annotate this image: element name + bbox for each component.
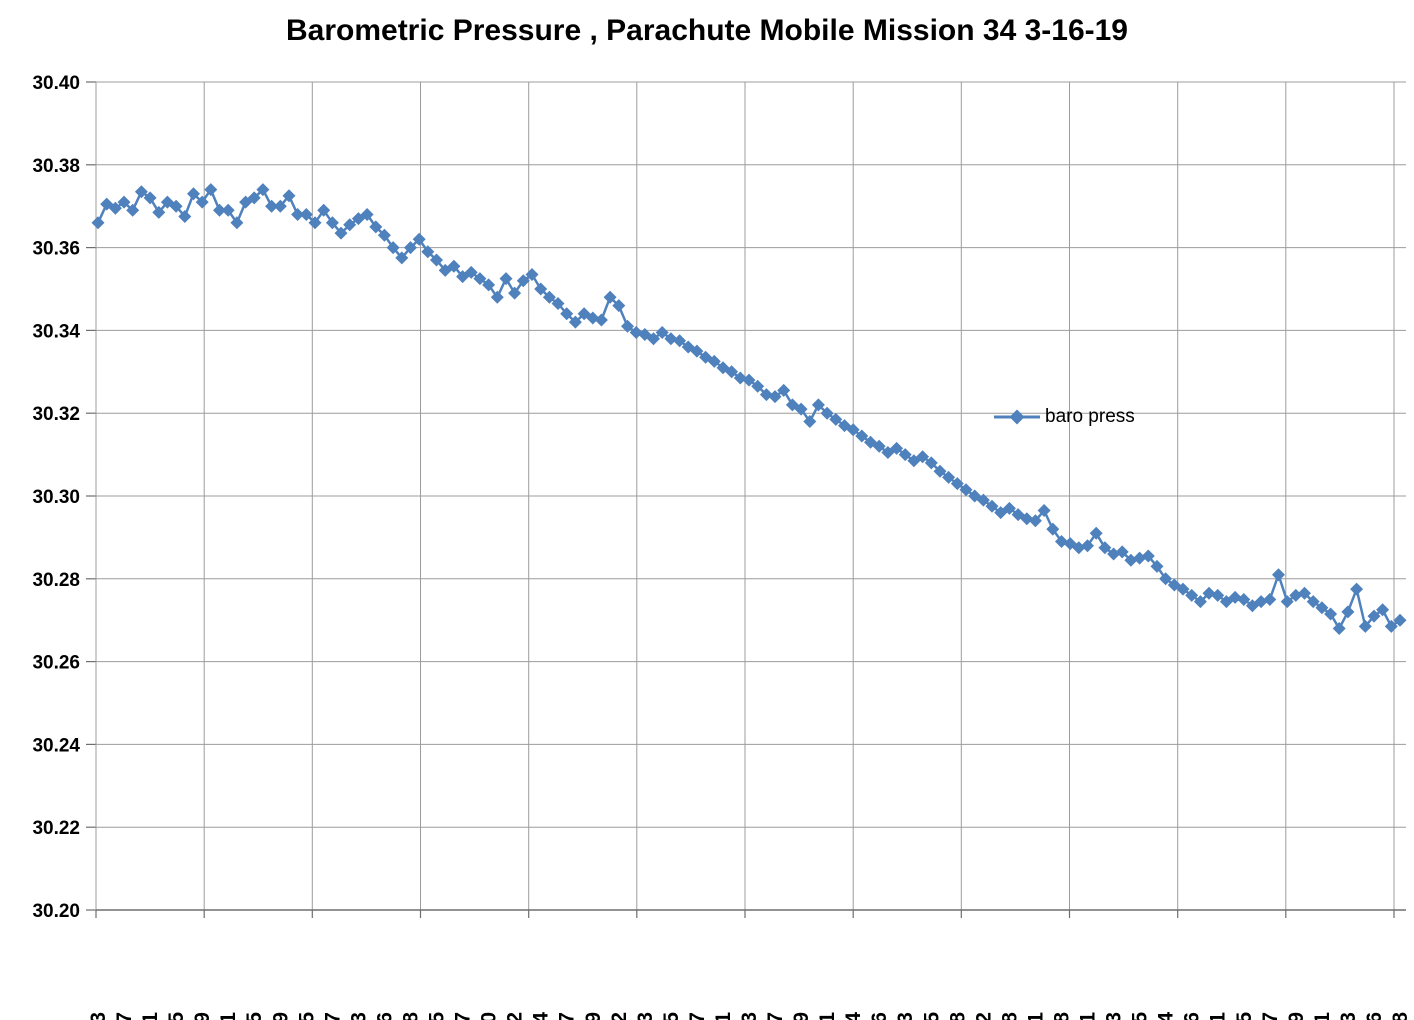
- x-tick-label: 12:06:40: [478, 1012, 501, 1020]
- x-tick-label: 10:26:13: [87, 1012, 110, 1020]
- x-tick-label: 15:10:54: [1155, 1012, 1178, 1020]
- x-tick-label: 14:17:08: [998, 1012, 1021, 1020]
- x-tick-label: 11:14:49: [269, 1012, 292, 1020]
- y-tick-label: 30.20: [32, 901, 80, 922]
- x-tick-label: 12:25:47: [556, 1012, 579, 1020]
- x-tick-label: 12:52:15: [660, 1012, 683, 1020]
- x-tick-label: 12:12:52: [504, 1012, 527, 1020]
- y-tick-label: 30.36: [32, 239, 80, 260]
- x-tick-label: 14:37:18: [1051, 1012, 1074, 1020]
- x-tick-label: 12:58:27: [686, 1012, 709, 1020]
- series-line: [96, 187, 1401, 632]
- x-tick-label: 12:46:03: [634, 1012, 657, 1020]
- x-tick-label: 15:31:35: [1233, 1012, 1256, 1020]
- legend-key-icon: [994, 409, 1040, 425]
- y-tick-label: 30.38: [32, 156, 80, 177]
- y-tick-label: 30.30: [32, 487, 80, 508]
- x-tick-label: 11:46:58: [400, 1012, 423, 1020]
- x-tick-label: 10:33:27: [113, 1012, 136, 1020]
- x-tick-label: 11:07:35: [243, 1012, 266, 1020]
- x-tick-label: 10:54:39: [191, 1012, 214, 1020]
- x-tick-label: 10:47:25: [165, 1012, 188, 1020]
- x-tick-label: 11:27:47: [321, 1012, 344, 1020]
- x-tick-label: 13:50:43: [894, 1012, 917, 1020]
- series-markers: [91, 183, 1407, 635]
- x-tick-label: 12:31:59: [582, 1012, 605, 1020]
- x-tick-label: 11:00:51: [217, 1012, 240, 1020]
- chart-title: Barometric Pressure , Parachute Mobile M…: [285, 14, 1128, 47]
- x-tick-label: 15:17:06: [1181, 1012, 1204, 1020]
- x-tick-label: 11:21:35: [295, 1012, 318, 1020]
- y-tick-label: 30.24: [32, 735, 80, 756]
- x-tick-label: 15:37:47: [1259, 1012, 1282, 1020]
- y-tick-label: 30.32: [32, 404, 80, 425]
- x-tick-label: 16:02:36: [1363, 1012, 1386, 1020]
- x-tick-label: 13:24:49: [790, 1012, 813, 1020]
- x-tick-label: 13:31:01: [816, 1012, 839, 1020]
- x-tick-label: 13:43:26: [868, 1012, 891, 1020]
- x-tick-label: 14:44:01: [1077, 1012, 1100, 1020]
- y-tick-label: 30.28: [32, 570, 80, 591]
- y-tick-label: 30.34: [32, 321, 80, 342]
- y-tick-label: 30.22: [32, 818, 80, 839]
- x-tick-label: 12:19:04: [530, 1012, 553, 1020]
- legend-label: baro press: [1045, 406, 1135, 427]
- x-tick-label: 13:56:55: [920, 1012, 943, 1020]
- x-tick-label: 13:11:23: [738, 1012, 761, 1020]
- x-tick-label: 11:34:33: [347, 1012, 370, 1020]
- x-tick-label: 14:10:22: [972, 1012, 995, 1020]
- x-tick-label: 15:43:59: [1285, 1012, 1308, 1020]
- x-tick-label: 14:23:51: [1024, 1012, 1047, 1020]
- x-tick-label: 16:08:48: [1389, 1012, 1412, 1020]
- x-tick-label: 14:56:25: [1129, 1012, 1152, 1020]
- x-tick-label: 10:40:11: [139, 1012, 162, 1020]
- x-tick-label: 15:50:11: [1311, 1012, 1334, 1020]
- y-tick-label: 30.40: [32, 73, 80, 94]
- x-tick-label: 12:00:27: [452, 1012, 475, 1020]
- x-tick-label: 13:37:14: [842, 1012, 865, 1020]
- x-tick-label: 12:38:12: [608, 1012, 631, 1020]
- x-tick-label: 11:54:15: [426, 1012, 449, 1020]
- x-tick-label: 13:18:37: [764, 1012, 787, 1020]
- x-tick-label: 14:03:08: [946, 1012, 969, 1020]
- x-tick-label: 15:24:51: [1207, 1012, 1230, 1020]
- x-tick-label: 15:56:23: [1337, 1012, 1360, 1020]
- x-tick-label: 11:40:46: [373, 1012, 396, 1020]
- y-tick-label: 30.26: [32, 653, 80, 674]
- x-tick-label: 13:05:11: [712, 1012, 735, 1020]
- legend: baro press: [992, 402, 1135, 432]
- x-tick-label: 14:50:13: [1103, 1012, 1126, 1020]
